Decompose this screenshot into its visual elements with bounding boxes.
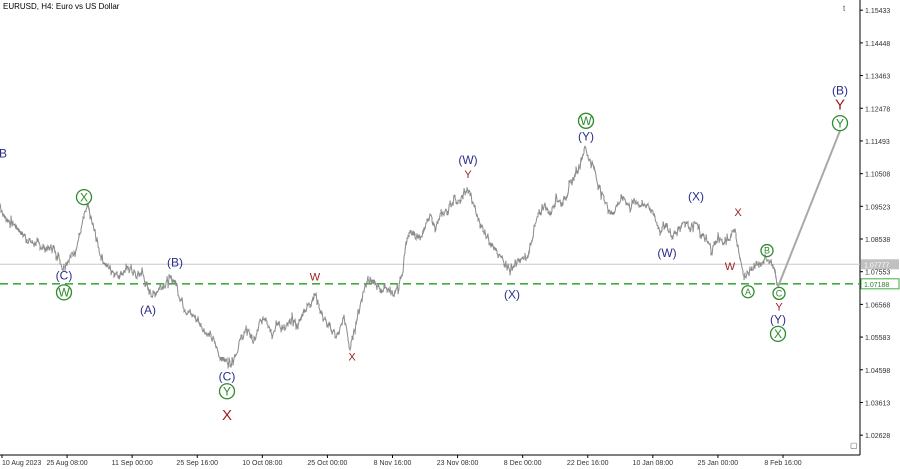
wave-label: Y [464, 169, 472, 181]
projection-line [777, 130, 841, 288]
wave-label: (B) [167, 256, 183, 270]
y-tick-label: 1.02628 [865, 433, 890, 440]
wave-label: (B) [832, 83, 848, 97]
wave-label: B [0, 147, 7, 161]
y-tick-label: 1.09523 [865, 204, 890, 211]
y-tick-label: 1.15433 [865, 8, 890, 15]
price-series [0, 145, 779, 369]
y-tick-label: 1.07553 [865, 270, 890, 277]
wave-label-circle [55, 284, 73, 301]
wave-label: (C) [56, 268, 73, 282]
wave-label-circle [75, 188, 93, 206]
wave-label: W [310, 272, 321, 284]
wave-label: (Y) [578, 130, 594, 144]
y-tick-label: 1.12478 [865, 106, 890, 113]
y-tick-label: 1.05583 [865, 335, 890, 342]
wave-label: Y [835, 96, 845, 113]
wave-label: (Y) [770, 312, 786, 326]
wave-label: C [776, 289, 783, 299]
x-tick-label: 25 Sep 16:00 [176, 460, 218, 467]
wave-label: (W) [458, 153, 477, 167]
wave-label: Y [775, 302, 783, 314]
y-tick-label: 1.04598 [865, 368, 890, 375]
level-layer: 1.07777 1.07188 [0, 259, 900, 290]
y-tick-label: 1.13463 [865, 74, 890, 81]
x-tick-label: 22 Dec 16:00 [567, 460, 609, 467]
wave-label: X [774, 327, 782, 341]
x-tick-label: 23 Nov 08:00 [437, 460, 479, 467]
wave-label: (A) [140, 303, 156, 317]
wave-label-circle [769, 325, 787, 343]
chart-corner-icon[interactable]: ▢ [850, 441, 858, 450]
wave-label-circle [831, 114, 849, 132]
wave-label-circle [760, 243, 774, 258]
y-tick-label: 1.11493 [865, 139, 890, 146]
x-tick-label: 10 Oct 08:00 [242, 460, 282, 467]
x-tick-label: 10 Jan 08:00 [633, 460, 674, 467]
chart-title: EURUSD, H4: Euro vs US Dollar [3, 2, 120, 11]
current-price-label: 1.07777 [864, 262, 889, 269]
x-tick-label: 8 Feb 16:00 [764, 460, 801, 467]
wave-label: (C) [219, 370, 236, 384]
y-tick-label: 1.06568 [865, 302, 890, 309]
current-price-tag [861, 259, 899, 270]
x-tick-label: 11 Sep 00:00 [112, 460, 153, 467]
wave-label: A [745, 287, 751, 297]
wave-label: (X) [688, 189, 704, 203]
wave-label: W [725, 261, 736, 273]
y-tick-label: 1.14448 [865, 41, 890, 48]
wave-label: B [764, 246, 770, 256]
x-tick-label: 10 Aug 2023 [2, 460, 41, 467]
wave-label-layer: (C)WX(B)(A)(C)YXWX(W)Y(X)W(Y)(X)(W)XWABC… [0, 83, 849, 424]
x-tick-label: 25 Oct 00:00 [307, 460, 347, 467]
x-tick-label: 8 Nov 16:00 [374, 460, 412, 467]
wave-label: W [58, 286, 70, 300]
x-tick-label: 25 Jan 00:00 [698, 460, 739, 467]
wave-label-circle [772, 286, 786, 301]
wave-label: X [80, 190, 88, 204]
chart-settings-icon[interactable]: t [843, 4, 846, 13]
wave-label: Y [223, 384, 231, 398]
y-tick-label: 1.03613 [865, 400, 890, 407]
wave-label: X [222, 407, 232, 424]
wave-label: (W) [657, 246, 676, 260]
price-layer [0, 130, 841, 369]
wave-label-circle [741, 285, 755, 299]
dashed-level-label: 1.07188 [864, 282, 889, 289]
y-tick-label: 1.10508 [865, 172, 890, 179]
wave-label: W [580, 114, 592, 128]
dashed-level-tag [860, 278, 900, 290]
x-tick-label: 25 Aug 08:00 [46, 460, 87, 467]
wave-label-circle [218, 383, 236, 400]
wave-label-circle [577, 112, 595, 129]
wave-label: X [734, 207, 742, 219]
y-tick-label: 1.08538 [865, 237, 890, 244]
wave-label: X [348, 351, 356, 363]
wave-label: (X) [504, 288, 520, 302]
x-tick-label: 8 Dec 00:00 [504, 460, 542, 467]
wave-label: Y [836, 116, 844, 130]
